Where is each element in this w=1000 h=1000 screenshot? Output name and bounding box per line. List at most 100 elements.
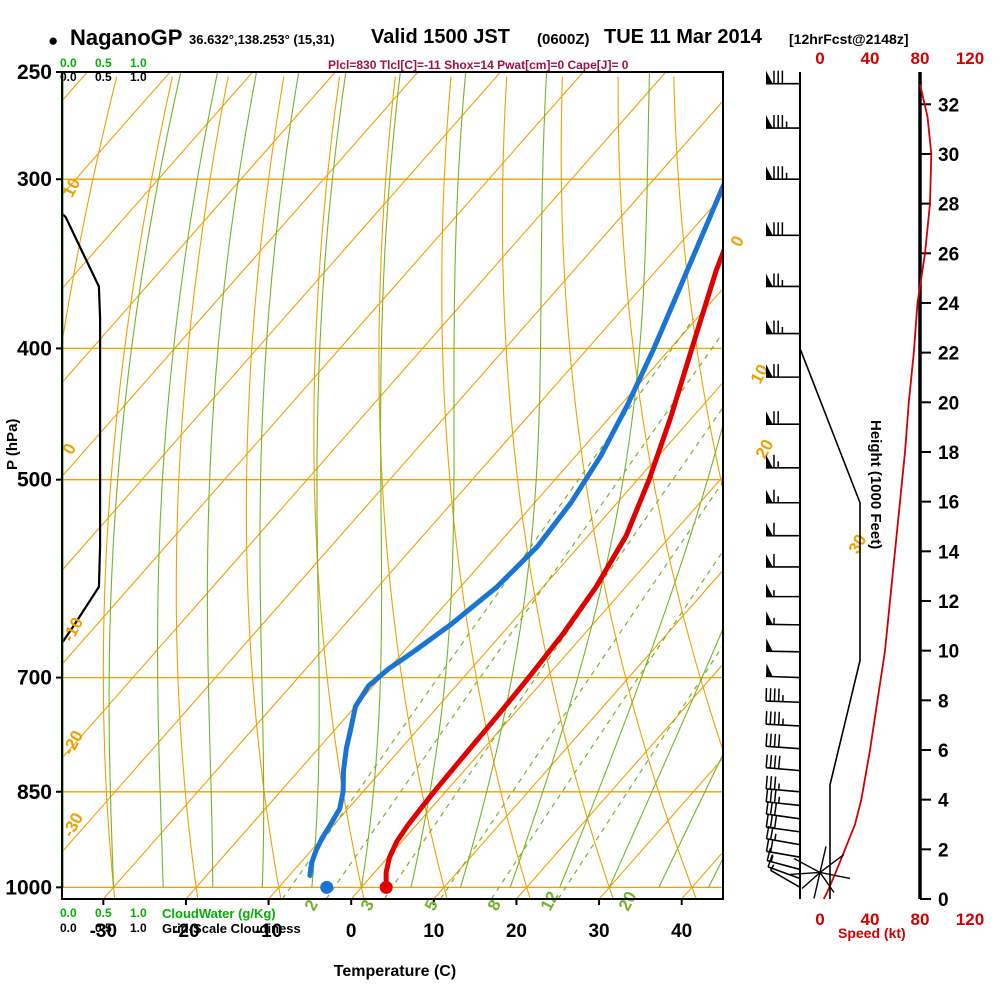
dry-adiabat--60 <box>0 77 5 899</box>
top-green-1: 0.5 <box>95 56 112 70</box>
pressure-tick-label-400: 400 <box>17 337 52 360</box>
profile-temperature <box>383 245 723 890</box>
surface-wind-spoke-6 <box>819 846 827 873</box>
wind-barb-28 <box>766 70 800 85</box>
wind-barb-26 <box>766 166 800 181</box>
pressure-tick-label-250: 250 <box>17 61 52 84</box>
height-tick-label-4: 4 <box>938 791 949 812</box>
temperature-tick-label-30: 30 <box>588 921 609 942</box>
plot-frame <box>61 71 724 900</box>
wind-barb-18 <box>766 522 800 537</box>
wind-envelope-outline <box>799 72 861 899</box>
speed-axis-label: Speed (kt) <box>838 925 906 941</box>
wind-barb-19 <box>766 489 800 504</box>
speed-tick-label-bottom-120: 120 <box>956 910 984 929</box>
bullet-marker-icon: ● <box>48 31 59 50</box>
top-green-2: 1.0 <box>130 56 147 70</box>
dry-adiabat-110 <box>952 77 1000 899</box>
speed-tick-label-top-80: 80 <box>911 49 930 68</box>
moist-adiabat-6 <box>410 72 467 888</box>
isotherm--70 <box>62 72 502 572</box>
bot-green-0: 0.0 <box>60 906 77 920</box>
height-tick-label-14: 14 <box>938 542 960 563</box>
bot-green-2: 1.0 <box>130 906 147 920</box>
height-tick-label-32: 32 <box>938 95 959 116</box>
moist-adiabat-36 <box>658 752 723 888</box>
dry-adiabat-10 <box>378 76 448 899</box>
dry-adiabat-40 <box>560 76 697 899</box>
top-black-2: 1.0 <box>130 70 147 84</box>
height-tick-label-30: 30 <box>938 145 959 166</box>
height-tick-label-0: 0 <box>938 890 949 911</box>
surface-wind-spoke-2 <box>819 871 851 880</box>
profile-dewpoint <box>307 179 723 878</box>
speed-tick-label-bottom-0: 0 <box>815 910 824 929</box>
dry-adiabat--30 <box>102 76 173 899</box>
isotherm--10 <box>268 381 723 899</box>
wind-barb-24 <box>766 273 800 288</box>
height-tick-label-10: 10 <box>938 642 959 663</box>
moist-adiabat--18 <box>206 72 258 888</box>
forecast-info: [12hrFcst@2148z] <box>789 31 909 47</box>
temperature-tick-label-20: 20 <box>506 921 527 942</box>
header-bar: ● NaganoGP 36.632°,138.253° (15,31) Vali… <box>0 24 1000 52</box>
surface-dewpoint-dot <box>320 880 334 894</box>
valid-time-utc: (0600Z) <box>537 31 590 48</box>
height-tick-label-24: 24 <box>938 294 960 315</box>
height-tick-label-6: 6 <box>938 741 949 762</box>
moist-adiabat-24 <box>559 422 723 888</box>
dry-adiabat-50 <box>617 76 723 752</box>
wind-barb-27 <box>766 115 800 129</box>
surface-wind-spoke-3 <box>819 872 835 893</box>
height-tick-label-28: 28 <box>938 195 959 216</box>
temperature-tick-label-40: 40 <box>671 921 692 942</box>
pressure-tick-label-300: 300 <box>17 168 52 191</box>
wind-barb-23 <box>766 320 800 335</box>
moist-adiabat-30 <box>608 627 723 888</box>
mixing-ratio-8 <box>440 480 723 899</box>
height-tick-label-26: 26 <box>938 244 959 265</box>
isotherm-20 <box>515 663 723 899</box>
cloudiness-trace <box>62 72 102 888</box>
mixing-ratio-2 <box>281 317 695 899</box>
wind-barb-11 <box>765 711 801 727</box>
mixing-ratio-label-20: 20 <box>615 888 641 914</box>
wind-barb-12 <box>765 688 801 704</box>
isotherm--90 <box>62 72 336 384</box>
surface-temperature-dot <box>379 880 393 894</box>
surface-wind-spoke-7 <box>813 872 821 899</box>
dry-adiabat--20 <box>175 76 229 899</box>
bot-black-2: 1.0 <box>130 921 147 935</box>
temperature-tick-label-10: 10 <box>423 921 444 942</box>
isotherm--30 <box>102 194 723 899</box>
wind-barb-8 <box>765 775 801 793</box>
height-axis-label: Height (1000 Feet) <box>867 420 884 550</box>
isotherm-label-0: 0 <box>727 233 748 250</box>
height-tick-label-18: 18 <box>938 443 959 464</box>
dry-adiabat-30 <box>501 76 614 899</box>
temperature-tick-label--30: -30 <box>90 921 117 942</box>
wind-speed-curve-lower <box>822 891 829 900</box>
surface-wind-cluster <box>789 846 851 899</box>
pressure-tick-label-500: 500 <box>17 469 52 492</box>
temperature-tick-label-0: 0 <box>346 921 357 942</box>
moist-adiabat-18 <box>509 72 651 888</box>
wind-barb-20 <box>766 454 800 469</box>
mixing-ratio-label-12: 12 <box>537 888 563 914</box>
dry-adiabat-20 <box>441 76 531 899</box>
dry-adiabat-0 <box>313 76 365 899</box>
temperature-axis-label: Temperature (C) <box>333 963 457 980</box>
top-black-0: 0.0 <box>60 70 77 84</box>
pressure-tick-label-700: 700 <box>17 667 52 690</box>
surface-wind-spoke-1 <box>819 853 845 874</box>
surface-wind-spoke-0 <box>793 857 821 874</box>
dry-adiabat-80 <box>785 77 1000 899</box>
dry-adiabat-60 <box>673 76 723 492</box>
wind-barb-16 <box>766 583 800 598</box>
dry-adiabat-70 <box>730 77 946 899</box>
moist-adiabat--12 <box>259 72 300 888</box>
wind-barb-22 <box>766 364 800 378</box>
wind-barb-25 <box>766 222 800 237</box>
moist-adiabat--24 <box>156 72 219 888</box>
